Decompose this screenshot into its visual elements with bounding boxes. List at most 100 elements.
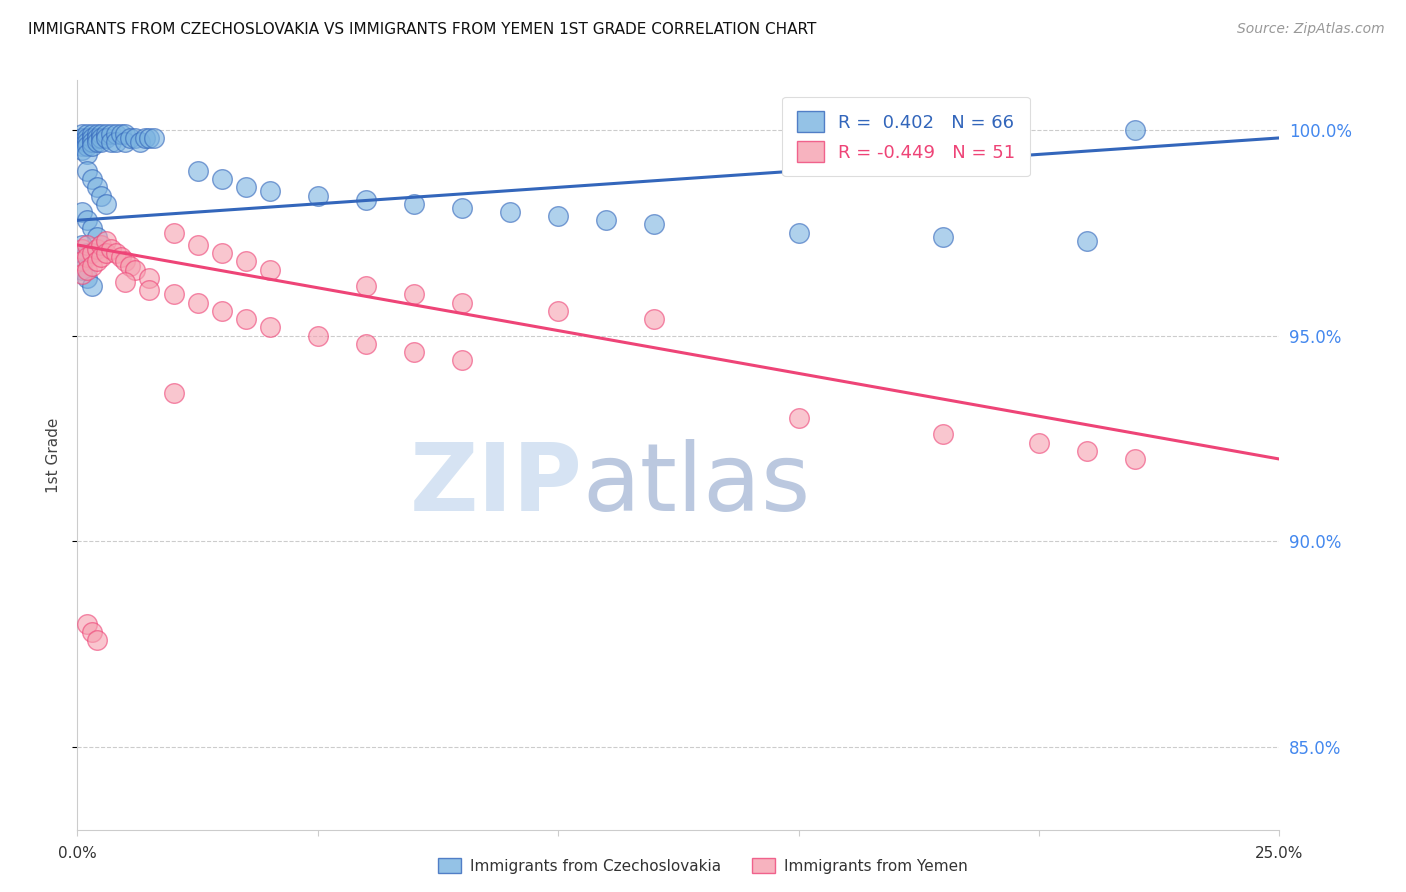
Point [70,139,93,153]
Point [595,213,617,227]
Point [110,250,132,264]
Point [70,238,93,252]
Point [80,139,103,153]
Point [76,262,98,277]
Point [80,131,103,145]
Point [1123,122,1146,136]
Point [90,127,112,141]
Point [70,242,93,256]
Point [114,135,136,149]
Point [235,312,257,326]
Point [451,295,474,310]
Point [86,229,108,244]
Point [451,353,474,368]
Point [1028,435,1050,450]
Point [643,312,665,326]
Point [80,259,103,273]
Text: IMMIGRANTS FROM CZECHOSLOVAKIA VS IMMIGRANTS FROM YEMEN 1ST GRADE CORRELATION CH: IMMIGRANTS FROM CZECHOSLOVAKIA VS IMMIGR… [28,22,817,37]
Point [96,196,118,211]
Point [120,131,142,145]
Point [143,131,166,145]
Point [235,180,257,194]
Point [120,259,142,273]
Point [307,188,329,202]
Point [124,262,146,277]
Point [86,242,108,256]
Point [70,254,93,268]
Point [259,320,281,334]
Point [787,226,810,240]
Point [186,238,209,252]
Point [76,135,98,149]
Point [76,139,98,153]
Text: atlas: atlas [582,439,810,531]
Point [96,234,118,248]
Point [80,246,103,260]
Text: 0.0%: 0.0% [58,846,97,861]
Text: 25.0%: 25.0% [1256,846,1303,861]
Point [80,172,103,186]
Point [80,624,103,639]
Point [70,267,93,281]
Point [186,295,209,310]
Point [932,229,955,244]
Point [1123,452,1146,467]
Point [86,135,108,149]
Point [100,135,122,149]
Point [354,193,377,207]
Point [96,131,118,145]
Point [70,262,93,277]
Point [547,209,569,223]
Point [76,127,98,141]
Point [76,164,98,178]
Point [76,238,98,252]
Point [162,226,184,240]
Point [86,127,108,141]
Point [70,254,93,268]
Point [80,221,103,235]
Text: Source: ZipAtlas.com: Source: ZipAtlas.com [1237,22,1385,37]
Point [100,127,122,141]
Point [134,131,156,145]
Point [114,127,136,141]
Point [235,254,257,268]
Point [162,287,184,301]
Y-axis label: 1st Grade: 1st Grade [46,417,62,492]
Point [76,246,98,260]
Point [259,185,281,199]
Point [499,205,522,219]
Point [70,131,93,145]
Point [70,143,93,157]
Point [211,246,233,260]
Point [86,180,108,194]
Point [138,131,160,145]
Point [307,328,329,343]
Point [114,275,136,289]
Point [211,303,233,318]
Point [76,271,98,285]
Point [259,262,281,277]
Point [138,283,160,297]
Point [124,131,146,145]
Point [402,287,425,301]
Point [70,135,93,149]
Point [104,135,127,149]
Point [80,135,103,149]
Point [643,218,665,232]
Point [110,127,132,141]
Point [354,336,377,351]
Point [76,213,98,227]
Point [1076,443,1098,458]
Point [90,131,112,145]
Point [86,254,108,268]
Point [76,147,98,161]
Point [76,616,98,631]
Point [80,279,103,293]
Point [90,238,112,252]
Point [354,279,377,293]
Point [70,205,93,219]
Point [104,127,127,141]
Legend: Immigrants from Czechoslovakia, Immigrants from Yemen: Immigrants from Czechoslovakia, Immigran… [432,852,974,880]
Point [547,303,569,318]
Point [1076,234,1098,248]
